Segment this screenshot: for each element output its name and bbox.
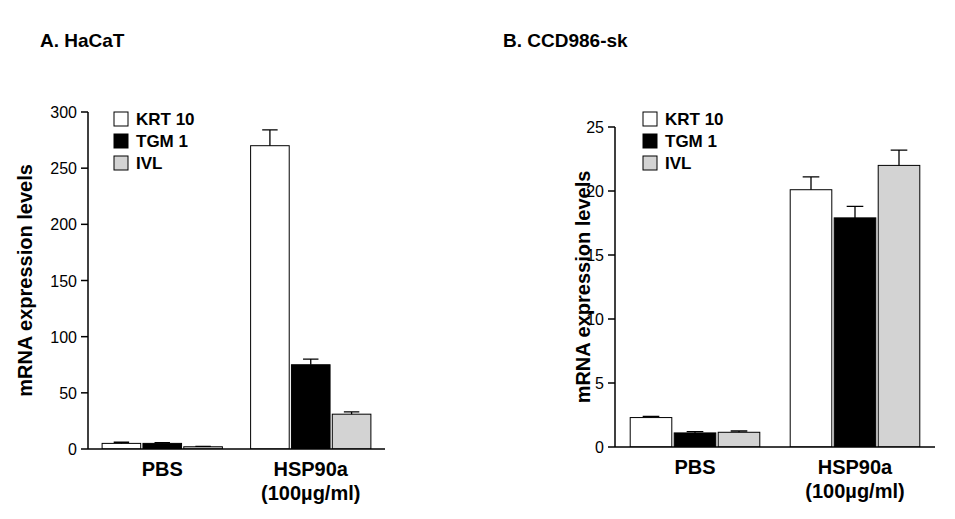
y-tick-label: 10 xyxy=(586,311,604,328)
x-axis xyxy=(615,446,935,448)
bar xyxy=(878,165,920,447)
legend-label: TGM 1 xyxy=(136,132,188,151)
error-bar xyxy=(803,177,820,190)
legend-label: IVL xyxy=(136,154,162,173)
x-tick-label: HSP90a(100µg/ml) xyxy=(261,458,360,504)
y-tick xyxy=(81,392,88,394)
legend-swatch xyxy=(643,156,657,170)
label-line: (100µg/ml) xyxy=(261,482,360,504)
y-tick-label: 5 xyxy=(595,375,604,392)
x-tick-label: PBS xyxy=(142,458,183,480)
y-tick xyxy=(608,126,615,128)
bar xyxy=(251,146,290,449)
bar xyxy=(630,418,672,447)
label-line: (100µg/ml) xyxy=(805,480,904,502)
error-bar xyxy=(643,416,660,417)
legend-swatch xyxy=(643,112,657,126)
x-tick-label: PBS xyxy=(674,456,715,478)
legend-label: TGM 1 xyxy=(665,132,717,151)
label-line: PBS xyxy=(142,458,183,480)
y-tick-label: 0 xyxy=(595,439,604,456)
bar xyxy=(332,414,371,449)
error-bar xyxy=(114,442,129,443)
label-line: PBS xyxy=(674,456,715,478)
y-tick xyxy=(608,446,615,448)
error-bar xyxy=(262,130,277,146)
error-bar xyxy=(195,446,210,448)
label-line: HSP90a xyxy=(818,456,893,478)
y-axis-label: mRNA expression levels xyxy=(14,164,36,397)
legend-label: IVL xyxy=(665,154,691,173)
legend-swatch xyxy=(114,112,128,126)
bar xyxy=(143,443,182,449)
plot-area xyxy=(630,150,920,447)
y-tick-label: 20 xyxy=(586,183,604,200)
y-tick-label: 250 xyxy=(50,160,77,177)
legend-swatch xyxy=(114,156,128,170)
error-bar xyxy=(731,431,748,432)
legend-label: KRT 10 xyxy=(665,110,724,129)
y-tick xyxy=(81,167,88,169)
bar xyxy=(674,433,716,447)
plot-area xyxy=(102,130,371,449)
error-bar xyxy=(303,359,318,365)
y-tick-label: 150 xyxy=(50,273,77,290)
y-axis xyxy=(614,127,616,447)
panel: B. CCD986-sk mRNA expression levels 0 5 10 15… xyxy=(503,30,935,502)
y-axis-label: mRNA expression levels xyxy=(572,171,594,404)
y-tick xyxy=(608,254,615,256)
y-tick xyxy=(81,336,88,338)
y-tick-label: 100 xyxy=(50,329,77,346)
y-tick xyxy=(608,318,615,320)
figure: A. HaCaTmRNA expression levels0501001502… xyxy=(0,0,955,519)
panel: A. HaCaT mRNA expression levels 0 50 100 150 2… xyxy=(14,30,385,504)
y-tick-label: 200 xyxy=(50,216,77,233)
bar xyxy=(102,443,141,449)
bar xyxy=(834,218,876,447)
error-bar xyxy=(891,150,908,165)
error-bar xyxy=(847,206,864,218)
y-tick-label: 0 xyxy=(68,441,77,458)
y-tick-label: 50 xyxy=(59,385,77,402)
y-tick xyxy=(81,448,88,450)
legend-label: KRT 10 xyxy=(136,110,195,129)
bar xyxy=(291,365,330,449)
bar xyxy=(790,190,832,447)
x-axis xyxy=(88,448,385,450)
y-axis xyxy=(87,112,89,449)
title: B. CCD986-sk xyxy=(503,30,628,51)
x-tick-label: HSP90a(100µg/ml) xyxy=(805,456,904,502)
error-bar xyxy=(344,412,359,414)
y-tick-label: 300 xyxy=(50,104,77,121)
legend-swatch xyxy=(643,134,657,148)
y-tick-label: 25 xyxy=(586,119,604,136)
error-bar xyxy=(687,432,704,433)
legend-swatch xyxy=(114,134,128,148)
error-bar xyxy=(155,442,170,444)
label-line: HSP90a xyxy=(274,458,349,480)
y-tick xyxy=(81,111,88,113)
bar xyxy=(718,432,760,447)
y-tick xyxy=(608,382,615,384)
y-tick xyxy=(81,224,88,226)
y-tick xyxy=(608,190,615,192)
y-tick-label: 15 xyxy=(586,247,604,264)
title: A. HaCaT xyxy=(40,30,125,51)
y-tick xyxy=(81,280,88,282)
